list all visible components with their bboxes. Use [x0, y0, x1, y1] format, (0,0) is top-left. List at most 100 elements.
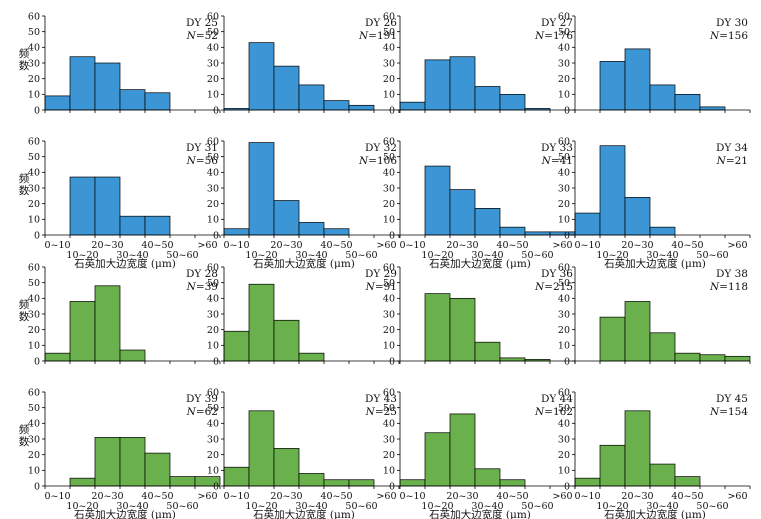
histogram-bar — [449, 189, 476, 236]
histogram-panel: 0 10 20 30 40 50 60 0~1010~2020~3030~4040~5050~… — [558, 136, 751, 270]
histogram-bar — [399, 101, 426, 111]
y-tick-label: 20 — [28, 325, 40, 336]
y-tick-label: 0 — [213, 105, 219, 116]
sample-count: N=162 — [534, 406, 573, 418]
x-tick-label: 40~50 — [320, 491, 352, 502]
y-tick-label: 20 — [383, 74, 395, 85]
histogram-bar — [298, 473, 325, 487]
x-tick-label: 50~60 — [345, 250, 377, 261]
x-tick-label: 40~50 — [671, 491, 703, 502]
x-tick-label: 40~50 — [496, 491, 528, 502]
sample-count: N=21 — [716, 155, 748, 167]
y-tick-label: 60 — [383, 387, 395, 398]
y-tick-label: 10 — [28, 341, 40, 352]
histogram-bar — [574, 212, 601, 236]
x-tick-label: 30~40 — [646, 501, 678, 512]
y-tick-label: 60 — [28, 136, 40, 147]
histogram-panel: 0 10 20 30 40 50 60 频数 DY 28N=39 — [19, 262, 221, 367]
y-axis-title: 频数 — [19, 172, 30, 197]
y-tick-label: 10 — [383, 90, 395, 101]
sample-name: DY 29 — [365, 268, 397, 280]
y-tick-label: 40 — [558, 168, 570, 179]
histogram-bar — [649, 84, 676, 111]
x-tick-label: 20~30 — [91, 240, 123, 251]
sample-count: N=154 — [709, 406, 748, 418]
y-tick-label: 0 — [34, 230, 40, 241]
y-tick-label: 50 — [207, 152, 219, 163]
sample-count: N=62 — [186, 406, 218, 418]
y-tick-label: 40 — [207, 419, 219, 430]
x-tick-label: 20~30 — [621, 240, 653, 251]
histogram-bar — [599, 61, 626, 111]
histogram-bar — [549, 231, 576, 236]
y-tick-label: 10 — [558, 466, 570, 477]
x-axis-title: 石英加大边宽度 (μm) — [604, 257, 706, 270]
histogram-bar — [699, 354, 726, 362]
x-tick-label: 10~20 — [66, 250, 98, 261]
y-tick-label: 30 — [383, 309, 395, 320]
histogram-panel: 0 10 20 30 40 50 60 0~1010~2020~3030~4040~5050~… — [19, 136, 221, 270]
y-tick-label: 0 — [389, 481, 395, 492]
x-tick-label: 20~30 — [446, 491, 478, 502]
y-tick-label: 30 — [28, 434, 40, 445]
histogram-panel: 0 10 20 30 40 50 60 0~1010~2020~3030~4040~5050~… — [207, 387, 400, 519]
y-tick-label: 40 — [383, 419, 395, 430]
y-tick-label: 0 — [213, 481, 219, 492]
histogram-bar — [599, 145, 626, 236]
x-tick-label: 30~40 — [471, 250, 503, 261]
y-tick-label: 60 — [383, 11, 395, 22]
x-tick-label: 30~40 — [471, 501, 503, 512]
histogram-bar — [144, 92, 171, 111]
y-tick-label: 10 — [383, 466, 395, 477]
histogram-bar — [499, 357, 526, 362]
y-tick-label: 50 — [207, 403, 219, 414]
y-tick-label: 30 — [558, 434, 570, 445]
y-tick-label: 40 — [558, 294, 570, 305]
y-tick-label: 20 — [558, 74, 570, 85]
histogram-bar — [474, 341, 501, 362]
histogram-bar — [624, 197, 651, 236]
y-tick-label: 40 — [28, 168, 40, 179]
y-tick-label: 0 — [34, 481, 40, 492]
y-tick-label: 10 — [207, 341, 219, 352]
y-tick-label: 30 — [207, 58, 219, 69]
histogram-bar — [298, 84, 325, 111]
y-tick-label: 30 — [207, 309, 219, 320]
histogram-bar — [273, 65, 300, 111]
y-tick-label: 60 — [558, 11, 570, 22]
histogram-bar — [524, 231, 551, 236]
histogram-bar — [399, 479, 426, 487]
histogram-panel: 0 10 20 30 40 50 60 0~1010~2020~3030~4040~5050~… — [207, 136, 400, 270]
x-tick-label: >60 — [727, 491, 747, 502]
histogram-bar — [499, 226, 526, 236]
y-tick-label: 50 — [558, 152, 570, 163]
x-tick-label: 10~20 — [421, 250, 453, 261]
histogram-bar — [169, 476, 196, 487]
histogram-bar — [94, 285, 121, 362]
y-tick-label: 40 — [28, 294, 40, 305]
x-tick-label: 10~20 — [245, 250, 277, 261]
sample-count: N=41 — [541, 155, 573, 167]
y-tick-label: 60 — [207, 387, 219, 398]
sample-count: N=52 — [186, 30, 218, 42]
histogram-bar — [69, 477, 96, 487]
x-tick-label: 10~20 — [66, 501, 98, 512]
x-tick-label: 40~50 — [141, 240, 173, 251]
sample-count: N=91 — [365, 281, 397, 293]
y-axis-title: 频数 — [19, 423, 30, 448]
histogram-bar — [599, 444, 626, 487]
y-tick-label: 0 — [34, 105, 40, 116]
sample-name: DY 36 — [541, 268, 573, 280]
histogram-bar — [119, 215, 146, 236]
y-tick-label: 40 — [207, 43, 219, 54]
histogram-bar — [348, 479, 375, 487]
sample-name: DY 39 — [186, 393, 218, 405]
y-tick-label: 10 — [207, 466, 219, 477]
histogram-bar — [499, 93, 526, 111]
x-tick-label: >60 — [552, 491, 572, 502]
y-tick-label: 30 — [383, 434, 395, 445]
sample-name: DY 26 — [365, 17, 397, 29]
y-tick-label: 20 — [207, 450, 219, 461]
histogram-bar — [273, 200, 300, 236]
